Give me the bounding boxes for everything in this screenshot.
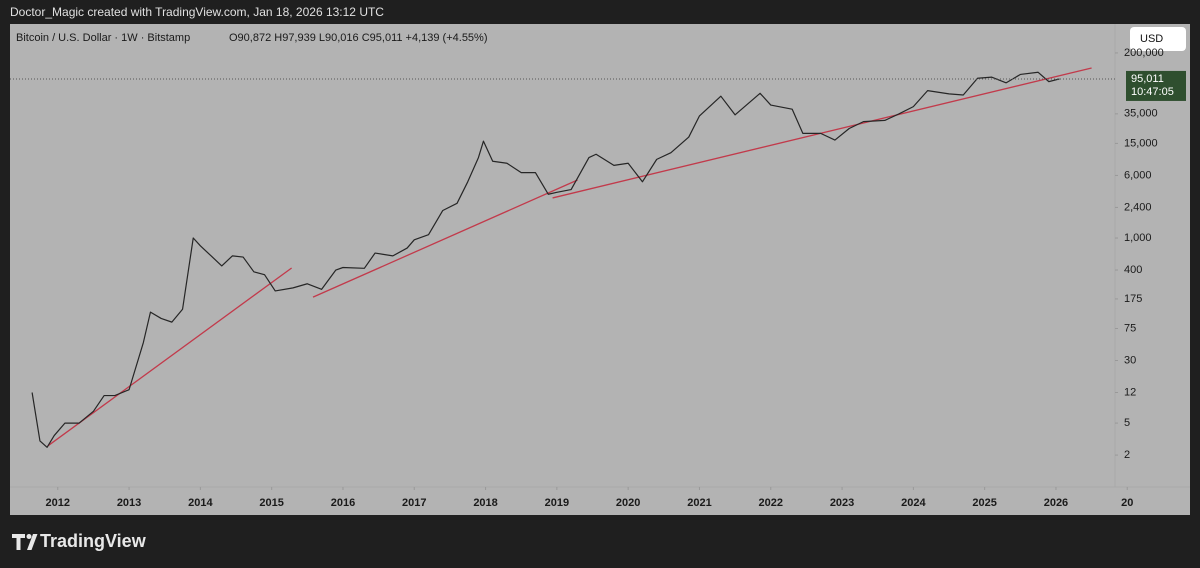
price-line	[31, 71, 1060, 448]
x-tick-label: 2025	[972, 497, 996, 509]
y-tick-label: 2	[1124, 449, 1130, 461]
x-tick-label: 2017	[402, 497, 426, 509]
x-tick-label: 2026	[1044, 497, 1068, 509]
y-tick-label: 400	[1124, 264, 1142, 276]
x-tick-label: 2019	[545, 497, 569, 509]
y-tick-label: 75	[1124, 322, 1136, 334]
x-tick-label: 2024	[901, 497, 926, 509]
y-tick-label: 175	[1124, 293, 1142, 305]
y-tick-label: 12	[1124, 386, 1136, 398]
brand-logo	[12, 534, 38, 550]
currency-label[interactable]: USD	[1140, 33, 1163, 45]
y-tick-label: 1,000	[1124, 232, 1152, 244]
x-tick-label: 2014	[188, 497, 213, 509]
x-tick-label: 2013	[117, 497, 141, 509]
currency-button[interactable]	[1130, 27, 1186, 51]
y-tick-label: 15,000	[1124, 137, 1158, 149]
ohlc: O90,872 H97,939 L90,016 C95,011 +4,139 (…	[229, 32, 488, 44]
x-tick-label: 2015	[259, 497, 283, 509]
x-tick-label: 2022	[759, 497, 783, 509]
x-tick-label: 2012	[46, 497, 70, 509]
y-tick-label: 30	[1124, 354, 1136, 366]
x-tick-label: 2018	[473, 497, 497, 509]
y-tick-label: 35,000	[1124, 108, 1158, 120]
x-tick-label: 2023	[830, 497, 854, 509]
x-tick-label: 2020	[616, 497, 640, 509]
last-price-box	[1126, 70, 1186, 101]
trendline	[47, 267, 293, 447]
chart-panel	[10, 24, 1190, 515]
brand: TradingView	[40, 531, 147, 551]
countdown: 10:47:05	[1131, 86, 1174, 98]
plot	[31, 67, 1092, 448]
trendline	[312, 179, 578, 298]
x-tick-label: 20	[1121, 497, 1133, 509]
x-tick-label: 2016	[331, 497, 355, 509]
y-tick-label: 200,000	[1124, 47, 1164, 59]
trendline	[552, 67, 1092, 199]
attribution: Doctor_Magic created with TradingView.co…	[10, 5, 384, 19]
y-tick-label: 2,400	[1124, 201, 1152, 213]
last-price-label: 95,011	[1131, 73, 1164, 85]
y-tick-label: 6,000	[1124, 169, 1152, 181]
y-tick-label: 5	[1124, 417, 1130, 429]
x-tick-label: 2021	[687, 497, 711, 509]
symbol-title: Bitcoin / U.S. Dollar · 1W · Bitstamp	[16, 32, 190, 44]
